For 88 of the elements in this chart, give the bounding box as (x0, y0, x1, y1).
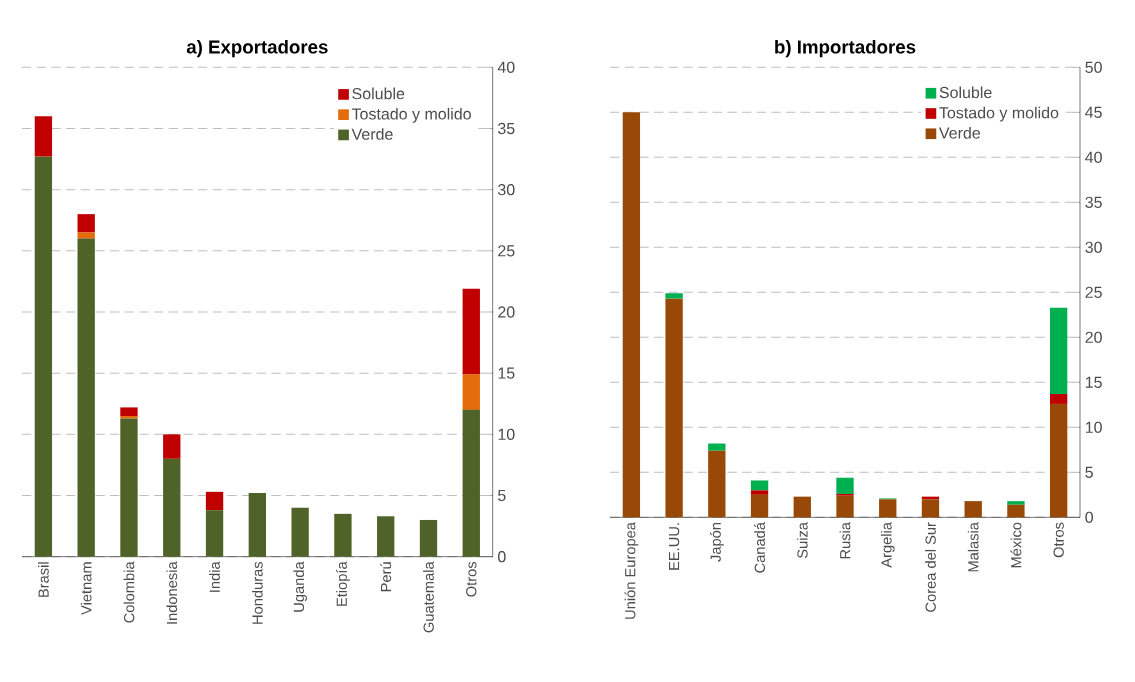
x-tick-label: Uganda (293, 561, 307, 612)
bar (1007, 501, 1025, 505)
bar (163, 434, 181, 459)
bar (836, 495, 854, 518)
bar (120, 407, 138, 416)
x-tick-label: Guatemala (423, 561, 434, 633)
y-tick-label: 5 (498, 489, 506, 502)
y-tick-label: 40 (1085, 151, 1102, 163)
x-tick-label: Suiza (796, 522, 808, 559)
x-tick-label: Brasil (38, 562, 49, 597)
bar (964, 501, 982, 518)
bar (77, 238, 95, 557)
bar (248, 493, 266, 557)
bar (120, 418, 138, 557)
bar (77, 214, 95, 233)
y-tick-label: 10 (1085, 421, 1102, 433)
y-tick-label: 45 (1085, 106, 1102, 118)
legend-label: Tostado y molido (351, 107, 471, 123)
x-tick-label: EE.UU. (668, 523, 680, 570)
y-tick-label: 50 (1085, 61, 1102, 73)
bar (750, 494, 769, 518)
bar (291, 507, 309, 557)
bar (1049, 394, 1068, 404)
bar (750, 480, 769, 491)
x-tick-label: Malasia (967, 522, 979, 572)
bar (1007, 504, 1025, 518)
bar (163, 458, 181, 557)
bar (665, 293, 683, 299)
bar (879, 499, 897, 518)
bar (205, 491, 224, 511)
bar (665, 298, 683, 518)
x-tick-label: India (209, 561, 220, 592)
bar (708, 443, 726, 451)
chart-title: b) Importadores (775, 39, 916, 58)
y-tick-label: 10 (498, 428, 515, 440)
y-tick-label: 40 (497, 61, 515, 73)
x-tick-label: Etiopía (336, 561, 350, 606)
bar (622, 112, 641, 518)
x-tick-label: Japón (709, 523, 724, 562)
y-tick-label: 25 (1085, 286, 1102, 298)
bar (462, 409, 480, 557)
legend-label: Verde (351, 128, 393, 140)
x-tick-label: Otros (466, 561, 477, 597)
y-tick-label: 30 (1085, 241, 1102, 253)
bar (377, 516, 395, 557)
y-tick-label: 30 (497, 184, 515, 196)
bar (77, 232, 95, 239)
x-tick-label: Colombia (123, 561, 135, 623)
x-tick-label: Canadá (754, 522, 766, 573)
bar (205, 510, 224, 557)
y-tick-label: 20 (1085, 331, 1102, 343)
y-tick-label: 35 (1085, 196, 1102, 208)
y-tick-label: 35 (497, 122, 515, 135)
bar (750, 490, 769, 495)
bar (462, 288, 480, 375)
x-tick-label: Rusia (839, 522, 851, 559)
bar (34, 156, 53, 557)
bar (34, 116, 53, 157)
bar (334, 513, 352, 557)
chart-title: a) Exportadores (186, 39, 328, 58)
x-tick-label: Otros (1053, 522, 1064, 558)
x-tick-label: Corea del Sur (925, 522, 936, 612)
y-tick-label: 5 (1085, 466, 1093, 478)
y-tick-label: 20 (498, 306, 515, 318)
y-tick-label: 0 (1085, 511, 1093, 523)
x-tick-label: Unión Europea (624, 522, 639, 619)
bar (836, 477, 854, 494)
y-tick-label: 15 (1085, 376, 1102, 388)
bar (419, 519, 438, 557)
x-tick-label: México (1010, 522, 1022, 568)
x-tick-label: Indonesia (166, 561, 178, 624)
bar (1049, 403, 1068, 518)
x-tick-label: Perú (380, 562, 392, 592)
bar (1049, 307, 1068, 395)
x-tick-label: Argelia (880, 522, 895, 568)
y-tick-label: 25 (498, 245, 515, 257)
y-tick-label: 0 (498, 551, 506, 563)
bar (708, 450, 726, 518)
bar (921, 499, 940, 518)
legend-label: Soluble (939, 86, 992, 99)
legend-label: Soluble (352, 87, 405, 100)
x-tick-label: Vietnam (80, 562, 92, 615)
bar (793, 496, 811, 518)
legend-label: Tostado y molido (939, 106, 1059, 122)
y-tick-label: 15 (498, 367, 515, 379)
legend-label: Verde (938, 126, 980, 139)
bar (462, 374, 480, 410)
x-tick-label: Honduras (251, 561, 263, 624)
